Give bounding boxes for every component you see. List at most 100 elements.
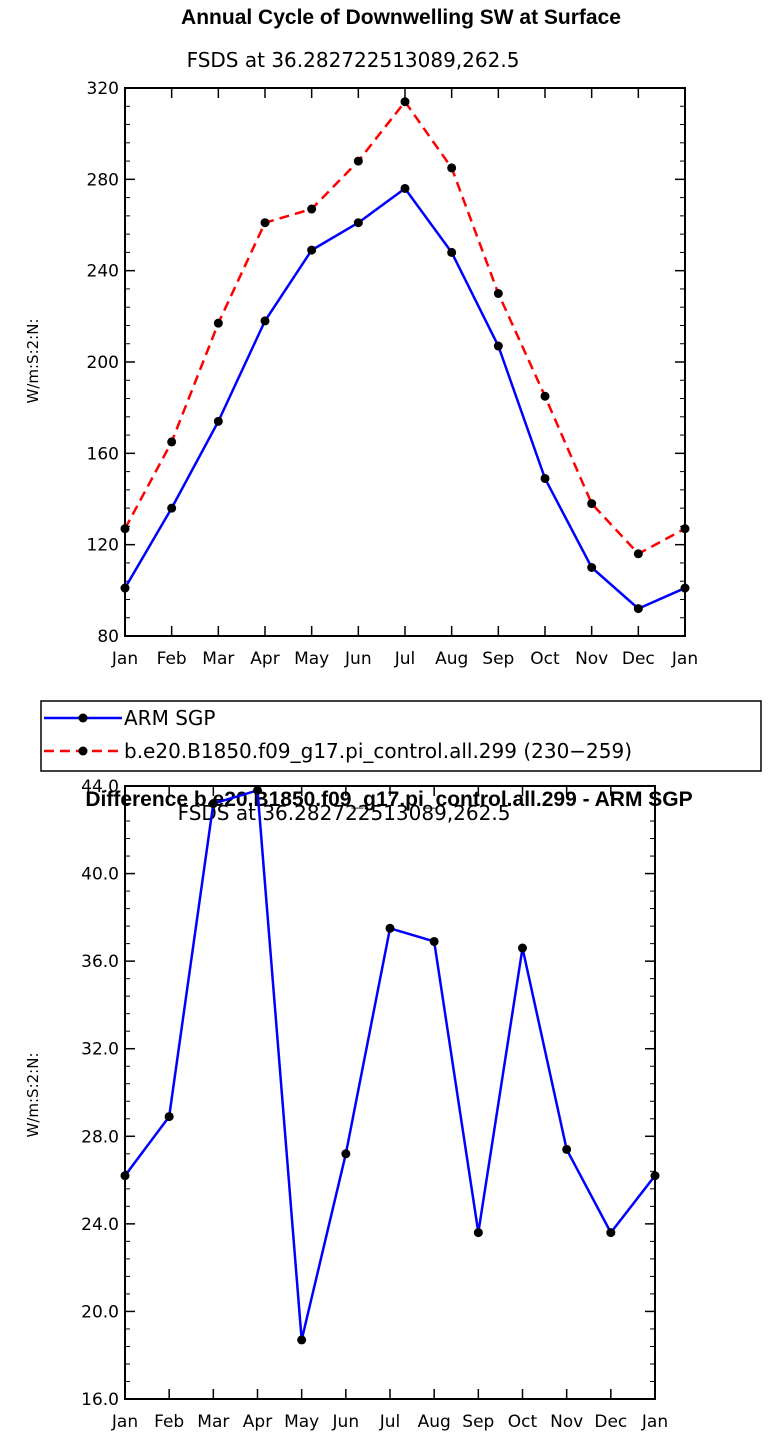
data-point: [562, 1144, 572, 1154]
chart-2-series: [120, 785, 660, 1345]
data-point: [353, 218, 363, 228]
x-tick-label: Sep: [462, 1412, 494, 1432]
data-point: [680, 583, 690, 593]
series-line-1: [123, 789, 656, 1342]
data-point: [587, 499, 597, 509]
data-point: [633, 604, 643, 614]
chart-2-title: Difference b.e20.B1850.f09_g17.pi_contro…: [85, 788, 692, 811]
data-point: [208, 799, 218, 809]
series-line-1: [123, 187, 686, 610]
data-point: [213, 416, 223, 426]
chart-1-frame: [124, 87, 686, 637]
x-tick-label: Jan: [671, 649, 698, 669]
x-tick-label: Dec: [622, 649, 655, 669]
y-tick-label: 200: [87, 353, 119, 373]
x-tick-label: Jun: [332, 1412, 360, 1432]
x-tick-label: Mar: [197, 1412, 229, 1432]
y-tick-label: 320: [87, 79, 119, 99]
data-point: [307, 245, 317, 255]
data-point: [447, 163, 457, 173]
legend-arm-label: ARM SGP: [124, 706, 215, 730]
y-tick-label: 36.0: [81, 952, 119, 972]
data-point: [260, 316, 270, 326]
x-tick-label: Jul: [394, 649, 416, 669]
legend-model-marker: [78, 746, 88, 756]
data-point: [213, 318, 223, 328]
data-point: [680, 524, 690, 534]
y-tick-label: 80: [97, 627, 119, 647]
chart-1-subtitle: FSDS at 36.282722513089,262.5: [187, 48, 520, 72]
y-tick-label: 280: [87, 170, 119, 190]
data-point: [400, 97, 410, 107]
x-tick-label: Aug: [435, 649, 468, 669]
series-line-2: [123, 100, 686, 556]
difference-chart: Difference b.e20.B1850.f09_g17.pi_contro…: [24, 777, 693, 1432]
legend-arm-marker: [78, 713, 88, 723]
y-tick-label: 20.0: [81, 1302, 119, 1322]
x-tick-label: Apr: [250, 649, 279, 669]
x-tick-label: May: [294, 649, 329, 669]
data-point: [120, 583, 130, 593]
legend-box: [40, 700, 762, 772]
x-tick-label: May: [284, 1412, 319, 1432]
x-tick-label: Dec: [594, 1412, 627, 1432]
data-point: [120, 1171, 130, 1181]
x-tick-label: Nov: [550, 1412, 583, 1432]
y-tick-label: 240: [87, 262, 119, 282]
chart-1-axes: 80 120 160 200 240 280 320 Jan Feb Mar Apr May Jun Ju…: [87, 79, 699, 669]
x-tick-label: Oct: [508, 1412, 538, 1432]
data-point: [164, 1112, 174, 1122]
data-point: [650, 1171, 660, 1181]
data-point: [385, 923, 395, 933]
x-tick-label: Jan: [641, 1412, 668, 1432]
data-point: [518, 943, 527, 953]
y-tick-label: 24.0: [81, 1215, 119, 1235]
x-tick-label: Mar: [202, 649, 234, 669]
annual-cycle-chart: Annual Cycle of Downwelling SW at Surfac…: [24, 6, 698, 669]
x-tick-label: Jan: [111, 649, 138, 669]
data-point: [260, 218, 270, 228]
x-tick-label: Feb: [157, 649, 187, 669]
data-point: [587, 563, 597, 572]
legend: ARM SGP b.e20.B1850.f09_g17.pi_control.a…: [40, 700, 762, 772]
x-tick-label: Jul: [379, 1412, 401, 1432]
data-point: [167, 503, 177, 513]
y-tick-label: 32.0: [81, 1040, 119, 1060]
data-point: [540, 391, 550, 401]
x-tick-label: Jun: [344, 649, 372, 669]
y-tick-label: 160: [87, 444, 119, 464]
y-tick-label: 40.0: [81, 865, 119, 885]
y-tick-label: 16.0: [81, 1390, 119, 1410]
x-tick-label: Oct: [530, 649, 560, 669]
data-point: [473, 1228, 483, 1238]
x-tick-label: Jan: [111, 1412, 138, 1432]
x-tick-label: Apr: [243, 1412, 272, 1432]
y-tick-label: 44.0: [81, 777, 119, 797]
data-point: [400, 183, 410, 193]
data-point: [307, 204, 317, 214]
chart-2-frame: [124, 785, 656, 1400]
chart-2-axes: 16.0 20.0 24.0 28.0 32.0 36.0 40.0 44.0 Jan Feb Ma…: [81, 777, 668, 1432]
data-point: [493, 341, 503, 351]
x-tick-label: Nov: [575, 649, 608, 669]
legend-model-label: b.e20.B1850.f09_g17.pi_control.all.299 (…: [124, 739, 632, 763]
x-tick-label: Aug: [418, 1412, 451, 1432]
chart-1-ylabel: W/m:S:2:N:: [24, 319, 42, 404]
data-point: [120, 524, 130, 534]
chart-2-ylabel: W/m:S:2:N:: [24, 1053, 42, 1138]
data-point: [341, 1149, 351, 1159]
y-tick-label: 120: [87, 536, 119, 556]
chart-1-title: Annual Cycle of Downwelling SW at Surfac…: [181, 6, 621, 29]
x-tick-label: Sep: [482, 649, 514, 669]
chart-1-series: [120, 97, 690, 614]
x-tick-label: Feb: [154, 1412, 184, 1432]
data-point: [540, 473, 550, 483]
data-point: [429, 936, 439, 946]
data-point: [493, 289, 503, 298]
data-point: [297, 1335, 307, 1345]
data-point: [253, 785, 262, 795]
chart-2-subtitle: FSDS at 36.282722513089,262.5: [178, 801, 511, 825]
y-tick-label: 28.0: [81, 1127, 119, 1147]
data-point: [633, 549, 643, 559]
